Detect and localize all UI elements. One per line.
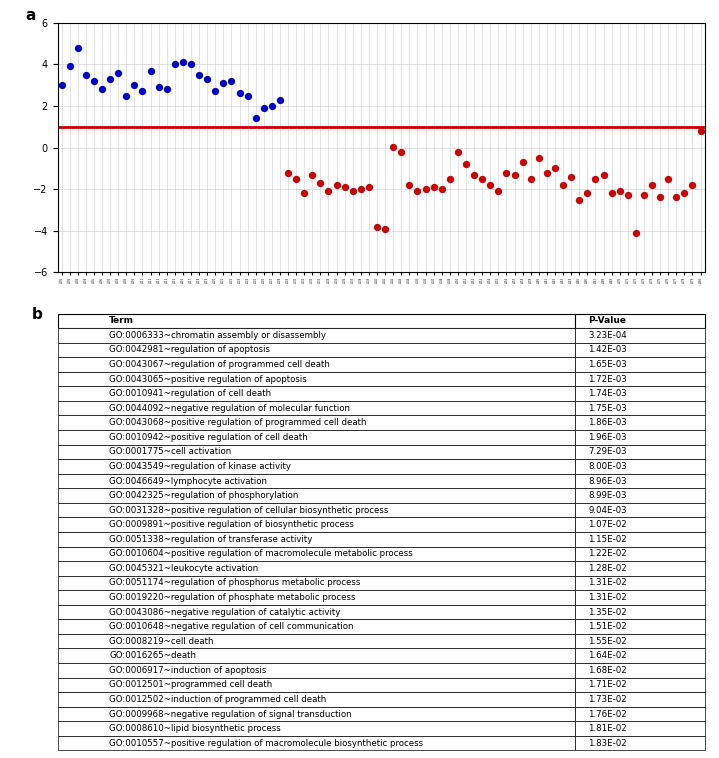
Point	[460, 158, 472, 171]
Point	[242, 89, 253, 102]
Point	[298, 187, 310, 199]
Point	[477, 173, 488, 185]
Point	[638, 190, 650, 202]
Point	[468, 168, 480, 180]
Point	[485, 179, 496, 191]
Point	[671, 192, 682, 204]
Point	[541, 167, 553, 179]
Point	[654, 192, 666, 204]
Point	[549, 162, 561, 174]
Point	[388, 140, 399, 152]
Point	[662, 173, 674, 185]
Point	[444, 173, 456, 185]
Point	[420, 183, 431, 196]
Point	[315, 177, 326, 189]
Point	[258, 102, 270, 114]
Point	[234, 87, 245, 99]
Point	[339, 181, 350, 193]
Point	[121, 89, 132, 102]
Legend: HC, PD: HC, PD	[717, 123, 719, 156]
Point	[64, 61, 75, 73]
Point	[493, 185, 504, 197]
Point	[331, 179, 342, 191]
Point	[582, 187, 593, 199]
Point	[533, 152, 544, 164]
Point	[104, 73, 116, 85]
Point	[395, 146, 407, 158]
Point	[597, 168, 609, 180]
Point	[412, 185, 423, 197]
Point	[129, 79, 140, 91]
Point	[517, 156, 528, 168]
Point	[96, 83, 108, 96]
Point	[695, 125, 706, 137]
Point	[630, 227, 641, 239]
Point	[622, 190, 633, 202]
Point	[193, 69, 205, 81]
Point	[452, 146, 464, 158]
Point	[347, 185, 359, 197]
Point	[153, 81, 165, 93]
Point	[565, 171, 577, 183]
Point	[380, 223, 391, 235]
Point	[290, 173, 302, 185]
Point	[590, 173, 601, 185]
Point	[177, 56, 188, 68]
Point	[679, 187, 690, 199]
Point	[209, 86, 221, 98]
Point	[186, 58, 197, 70]
Point	[557, 179, 569, 191]
Point	[218, 77, 229, 89]
Point	[201, 73, 213, 85]
Point	[80, 69, 91, 81]
Point	[606, 187, 618, 199]
Point	[274, 94, 285, 106]
Point	[614, 185, 626, 197]
Point	[88, 75, 100, 87]
Point	[355, 183, 367, 196]
Point	[323, 185, 334, 197]
Point	[283, 167, 294, 179]
Text: a: a	[25, 8, 35, 23]
Point	[574, 193, 585, 205]
Point	[436, 183, 447, 196]
Point	[250, 112, 262, 124]
Point	[428, 181, 439, 193]
Point	[112, 67, 124, 79]
Point	[371, 221, 383, 233]
Text: b: b	[32, 307, 42, 322]
Point	[363, 181, 375, 193]
Point	[646, 179, 658, 191]
Point	[169, 58, 180, 70]
Point	[145, 64, 156, 77]
Point	[525, 173, 536, 185]
Point	[403, 179, 415, 191]
Point	[306, 168, 318, 180]
Point	[137, 86, 148, 98]
Point	[72, 42, 83, 54]
Point	[687, 179, 698, 191]
Point	[226, 75, 237, 87]
Point	[500, 167, 512, 179]
Point	[56, 79, 68, 91]
Point	[266, 100, 278, 112]
Point	[161, 83, 173, 96]
Point	[509, 168, 521, 180]
